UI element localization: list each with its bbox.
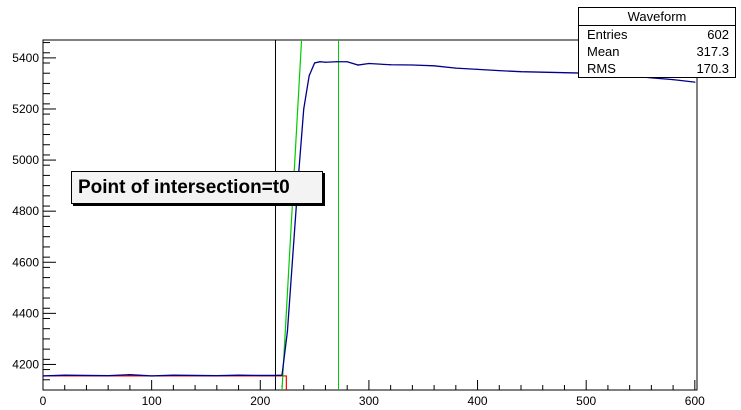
waveform-point [335, 61, 337, 63]
y-tick-label: 5200 [12, 102, 39, 116]
waveform-point [672, 78, 674, 81]
waveform-point [520, 71, 522, 73]
waveform-point [259, 374, 261, 377]
y-tick-label: 4400 [12, 306, 39, 320]
stats-title: Waveform [579, 8, 735, 26]
waveform-point [455, 67, 457, 69]
waveform-point [274, 374, 277, 377]
y-tick-label: 4800 [12, 204, 39, 218]
stats-label: RMS [587, 61, 616, 76]
x-tick-label: 400 [468, 394, 488, 408]
waveform-point [237, 374, 240, 376]
waveform-point [433, 65, 435, 67]
axis-ticks [42, 42, 696, 391]
waveform-point [216, 375, 218, 377]
baseline-fit-line [43, 375, 287, 390]
stats-value: 602 [707, 27, 729, 42]
waveform-point [368, 62, 370, 65]
waveform-point [319, 61, 321, 63]
waveform-point [281, 374, 283, 376]
waveform-point [292, 253, 294, 256]
y-tick-label: 5000 [12, 153, 39, 167]
x-tick-label: 100 [142, 394, 162, 408]
x-tick-label: 500 [576, 394, 596, 408]
x-tick-label: 0 [40, 394, 47, 408]
x-tick-label: 300 [359, 394, 379, 408]
waveform-point [308, 75, 310, 77]
plot-frame [42, 39, 698, 391]
waveform-point [476, 68, 479, 70]
waveform-point [64, 374, 66, 376]
stats-label: Entries [587, 27, 628, 42]
waveform-point [303, 108, 305, 110]
waveform-point [107, 375, 109, 377]
y-tick-label: 5400 [12, 51, 39, 65]
series-group [42, 39, 696, 391]
waveform-point [313, 62, 316, 64]
y-tick-label: 4600 [12, 255, 39, 269]
x-tick-label: 600 [685, 394, 705, 408]
waveform-point [694, 81, 696, 83]
waveform-point [390, 64, 392, 66]
waveform-point [129, 374, 131, 376]
waveform-point [411, 64, 413, 66]
waveform-point [286, 330, 289, 332]
rise-fit-line [281, 39, 303, 391]
stats-box: Waveform Entries 602 Mean 317.3 RMS 170.… [578, 7, 736, 78]
waveform-point [324, 61, 327, 63]
stats-row-entries: Entries 602 [579, 26, 735, 43]
waveform-point [563, 72, 566, 74]
y-tick-label: 4200 [12, 357, 39, 371]
waveform-point [194, 374, 196, 377]
stats-value: 170.3 [696, 61, 729, 76]
waveform-point [42, 375, 44, 377]
waveform-point [151, 375, 153, 377]
intersection-annotation: Point of intersection=t0 [71, 171, 323, 204]
stats-row-rms: RMS 170.3 [579, 60, 735, 77]
stats-row-mean: Mean 317.3 [579, 43, 735, 60]
stats-value: 317.3 [696, 44, 729, 59]
waveform-point [85, 374, 88, 377]
x-tick-label: 200 [250, 394, 270, 408]
waveform-point [346, 61, 348, 63]
waveform-point [172, 374, 174, 376]
tick-labels: 0 100 200 300 400 500 600 4200 4400 4600 4800 5000 5… [12, 51, 705, 408]
waveform-point [498, 70, 500, 72]
waveform-line [42, 61, 695, 377]
waveform-point [357, 64, 359, 66]
stats-label: Mean [587, 44, 620, 59]
waveform-point [542, 71, 544, 73]
